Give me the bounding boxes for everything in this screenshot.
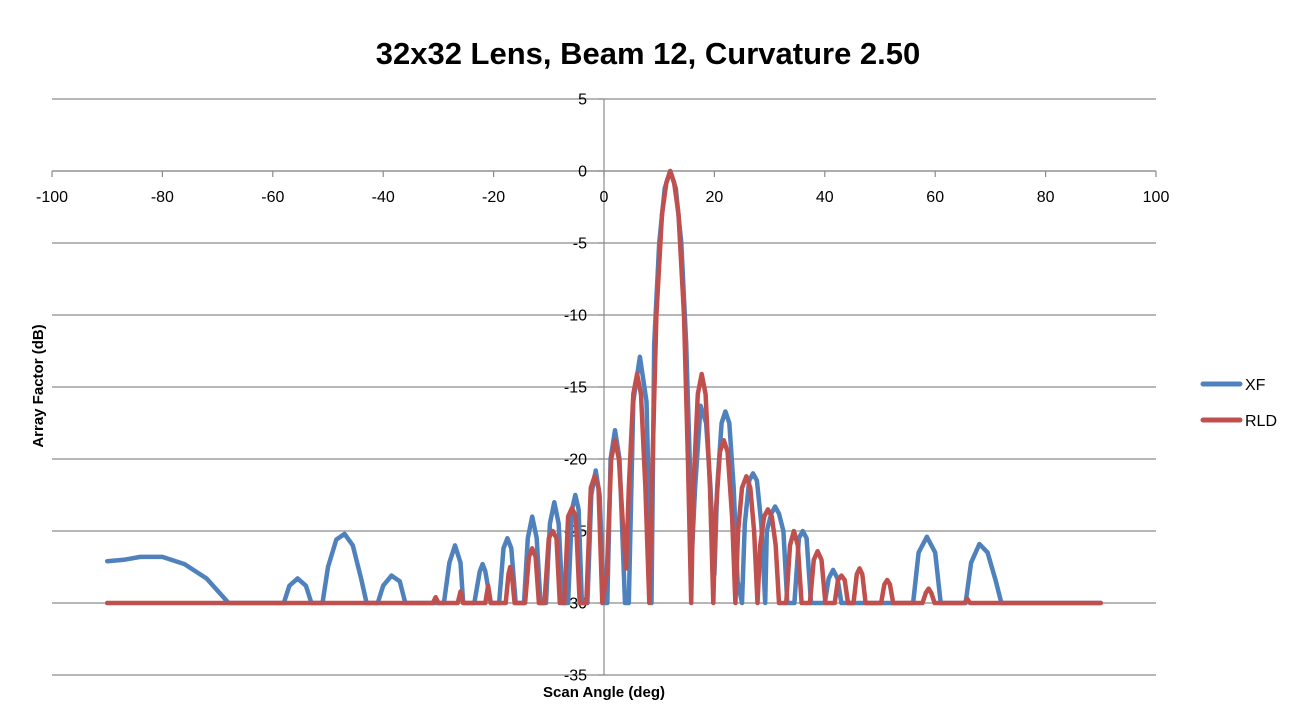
legend: XF RLD: [1200, 377, 1277, 430]
x-tick-label-5: 0: [600, 189, 609, 206]
x-tick-label-2: -60: [261, 189, 284, 206]
y-tick-label-1: 0: [578, 164, 587, 181]
x-tick-label-6: 20: [706, 189, 724, 206]
series-line-rld: [104, 168, 1104, 606]
x-tick-label-0: -100: [36, 189, 68, 206]
y-tick-label-2: -5: [573, 236, 587, 253]
legend-label-rld: RLD: [1245, 413, 1277, 430]
y-tick-label-8: -35: [564, 668, 587, 685]
x-tick-label-8: 60: [926, 189, 944, 206]
legend-label-xf: XF: [1245, 377, 1266, 394]
y-axis-label: Array Factor (dB): [30, 324, 47, 447]
x-tick-label-10: 100: [1143, 189, 1170, 206]
x-tick-label-1: -80: [151, 189, 174, 206]
x-tick-label-9: 80: [1037, 189, 1055, 206]
y-tick-label-3: -10: [564, 308, 587, 325]
x-tick-label-3: -40: [372, 189, 395, 206]
y-tick-label-5: -20: [564, 452, 587, 469]
series-lines: [104, 168, 1104, 606]
x-axis-label: Scan Angle (deg): [543, 684, 665, 701]
y-tick-label-4: -15: [564, 380, 587, 397]
y-tick-label-0: 5: [578, 92, 587, 109]
chart-title: 32x32 Lens, Beam 12, Curvature 2.50: [376, 36, 921, 71]
x-tick-label-7: 40: [816, 189, 834, 206]
x-tick-labels: -100 -80 -60 -40 -20 0 20 40 60 80 100: [36, 189, 1169, 206]
x-tick-label-4: -20: [482, 189, 505, 206]
